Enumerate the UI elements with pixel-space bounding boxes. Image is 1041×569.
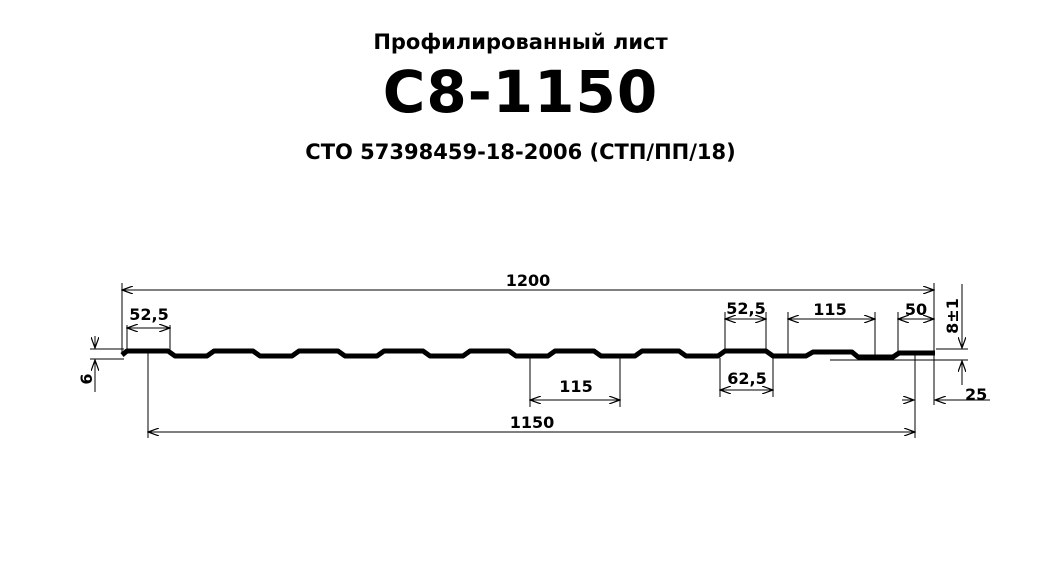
dim-edge-offset: 25 xyxy=(965,385,987,404)
dim-pitch-top: 115 xyxy=(813,300,846,319)
dim-left-shelf: 52,5 xyxy=(129,305,168,324)
drawing-title: С8-1150 xyxy=(382,58,659,126)
dim-height: 8±1 xyxy=(943,298,962,334)
dim-rib-bottom: 62,5 xyxy=(727,369,766,388)
dim-pitch-bottom: 115 xyxy=(559,377,592,396)
dim-end-shelf: 50 xyxy=(905,300,927,319)
dim-thickness-left: 6 xyxy=(77,373,96,384)
dim-total-width: 1200 xyxy=(506,271,551,290)
drawing-subtitle: Профилированный лист xyxy=(373,30,668,54)
sheet-profile xyxy=(120,348,935,360)
standard-label: СТО 57398459-18-2006 (СТП/ПП/18) xyxy=(305,140,736,164)
dim-useful-width: 1150 xyxy=(510,413,555,432)
dim-rib-top: 52,5 xyxy=(726,299,765,318)
